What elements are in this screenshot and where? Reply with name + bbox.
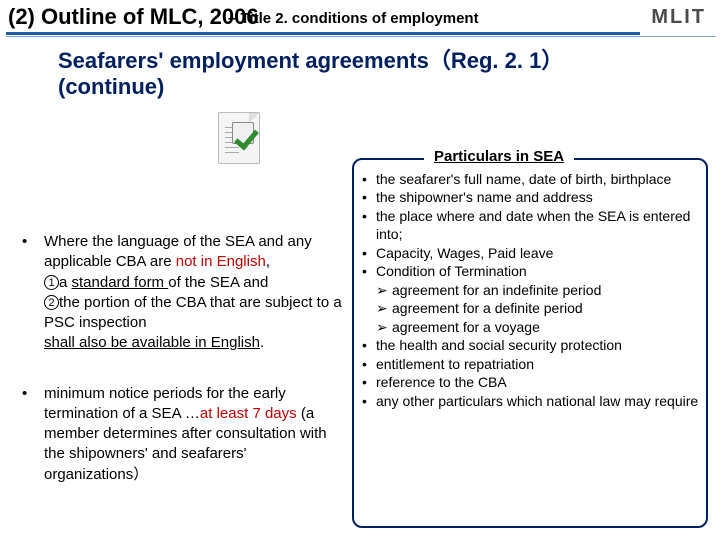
list-item: •the shipowner's name and address	[362, 188, 700, 206]
page-subtitle: – Title 2. conditions of employment	[228, 10, 479, 27]
b1-d: a	[59, 274, 72, 291]
section-title: Seafarers' employment agreements（Reg. 2.…	[58, 48, 563, 101]
p-i9: any other particulars which national law…	[376, 392, 700, 410]
list-subitem: ➢agreement for a voyage	[362, 318, 700, 336]
list-subitem: ➢agreement for an indefinite period	[362, 281, 700, 299]
left-content: • Where the language of the SEA and any …	[22, 232, 344, 515]
b1-f: of the SEA and	[168, 274, 268, 291]
p-i5a: agreement for an indefinite period	[392, 281, 700, 299]
section-title-line2: (continue)	[58, 74, 164, 99]
section-title-line1: Seafarers' employment agreements（Reg. 2.…	[58, 48, 563, 73]
p-i5c: agreement for a voyage	[392, 318, 700, 336]
p-i5: Condition of Termination	[376, 262, 700, 280]
b2-7days: at least 7 days	[200, 405, 297, 422]
p-i3: the place where and date when the SEA is…	[376, 207, 700, 244]
header-bar: (2) Outline of MLC, 2006 – Title 2. cond…	[0, 0, 720, 34]
b1-period: .	[260, 334, 264, 351]
list-subitem: ➢agreement for a definite period	[362, 299, 700, 317]
particulars-list: •the seafarer's full name, date of birth…	[362, 170, 700, 410]
list-item: •entitlement to repatriation	[362, 355, 700, 373]
p-i6: the health and social security protectio…	[376, 336, 700, 354]
bullet-mark: •	[22, 232, 44, 354]
particulars-title: Particulars in SEA	[424, 148, 574, 165]
circled-2-icon: 2	[44, 295, 59, 310]
p-i1: the seafarer's full name, date of birth,…	[376, 170, 700, 188]
b1-available-english: shall also be available in English	[44, 334, 260, 351]
bullet-1-text: Where the language of the SEA and any ap…	[44, 232, 344, 354]
circled-1-icon: 1	[44, 275, 59, 290]
divider-thick	[6, 32, 640, 35]
list-item: •the place where and date when the SEA i…	[362, 207, 700, 244]
b1-g: the portion of the CBA that are subject …	[44, 294, 342, 331]
p-i8: reference to the CBA	[376, 373, 700, 391]
checkmark-icon	[232, 118, 266, 152]
p-i5b: agreement for a definite period	[392, 299, 700, 317]
divider-thin	[6, 36, 716, 37]
list-item: •Capacity, Wages, Paid leave	[362, 244, 700, 262]
b1-comma: ,	[266, 253, 270, 270]
page-main-title: (2) Outline of MLC, 2006	[8, 4, 259, 30]
bullet-2-text: minimum notice periods for the early ter…	[44, 384, 344, 485]
p-i7: entitlement to repatriation	[376, 355, 700, 373]
list-item: •Condition of Termination	[362, 262, 700, 280]
mlit-logo: MLIT	[651, 6, 706, 29]
list-item: •the seafarer's full name, date of birth…	[362, 170, 700, 188]
b1-standard-form: standard form	[72, 274, 169, 291]
bullet-1: • Where the language of the SEA and any …	[22, 232, 344, 354]
list-item: •reference to the CBA	[362, 373, 700, 391]
b1-not-english: not in English	[176, 253, 266, 270]
checkmark-document-icon	[208, 104, 270, 166]
list-item: •the health and social security protecti…	[362, 336, 700, 354]
bullet-2: • minimum notice periods for the early t…	[22, 384, 344, 485]
bullet-mark: •	[22, 384, 44, 485]
p-i2: the shipowner's name and address	[376, 188, 700, 206]
particulars-box: Particulars in SEA •the seafarer's full …	[352, 158, 708, 528]
p-i4: Capacity, Wages, Paid leave	[376, 244, 700, 262]
list-item: •any other particulars which national la…	[362, 392, 700, 410]
